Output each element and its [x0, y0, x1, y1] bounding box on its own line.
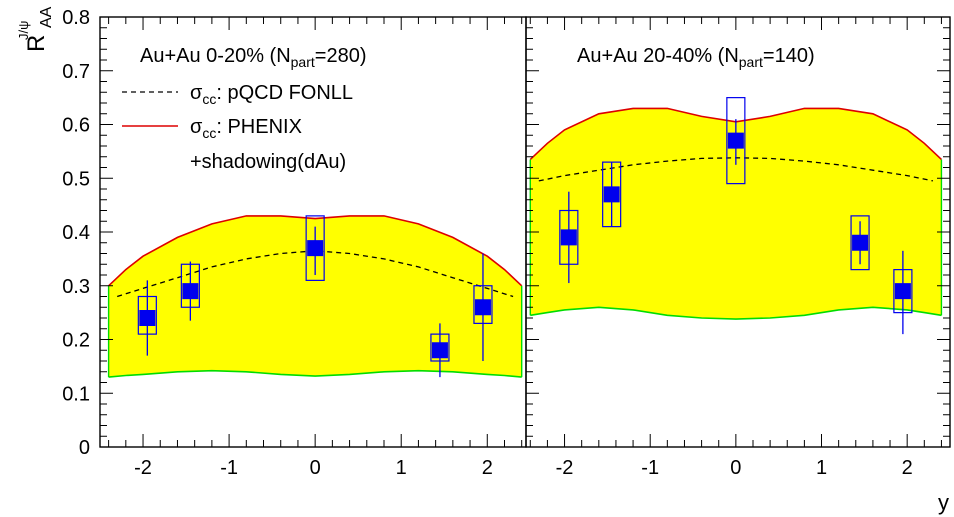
y-axis-label-main: R [23, 35, 50, 52]
right-panel-frame [525, 16, 951, 448]
axes-layer: -2 -1 0 1 2 0 0.1 0.2 0.3 0.4 0.5 0.6 0.7 0.8 -2 -1 0 1 2 [62, 7, 951, 479]
legend-fonll-label: σcc: pQCD FONLL [190, 82, 353, 107]
left-x-tick-label: 2 [482, 457, 493, 479]
right-title-subscript: part [739, 54, 763, 70]
y-axis-label: R AA [23, 6, 55, 52]
legend-shadowing-label: +shadowing(dAu) [190, 151, 346, 173]
left-x-tick-label: 0 [310, 457, 321, 479]
band-layer [107, 107, 943, 378]
y-tick-label: 0.4 [62, 222, 90, 244]
y-tick-label: 0.1 [62, 383, 90, 405]
y-tick-label: 0.3 [62, 276, 90, 298]
data-layer [137, 97, 913, 378]
left-x-tick-label: -1 [220, 457, 238, 479]
left-title-suffix: =280) [315, 45, 367, 67]
left-shadowing-band [108, 215, 522, 378]
right-x-tick-label: -1 [641, 457, 659, 479]
left-data-point-0 [139, 310, 156, 326]
x-axis-label: y [938, 490, 949, 515]
left-band-lower-curve [108, 369, 522, 378]
right-syst-box-2 [726, 97, 746, 185]
legend-fonll-text: : pQCD FONLL [216, 82, 353, 104]
left-x-tick-label: -2 [134, 457, 152, 479]
y-tick-label: 0.2 [62, 330, 90, 352]
right-x-tick-label: 2 [902, 457, 913, 479]
left-fonll-curve [117, 250, 514, 298]
y-axis-label-superscript: J/ψ [16, 21, 31, 40]
right-title-prefix: Au+Au 20-40% (N [577, 45, 739, 67]
right-title-suffix: =140) [763, 45, 815, 67]
right-data-point-3 [852, 234, 869, 251]
legend-phenix-label: σcc: PHENIX [190, 116, 302, 141]
right-x-tick-label: 1 [816, 457, 827, 479]
right-data-point-1 [603, 186, 620, 203]
y-tick-label: 0.6 [62, 115, 90, 137]
left-data-point-2 [307, 240, 324, 257]
left-data-point-4 [474, 299, 491, 316]
right-x-tick-label: -2 [556, 457, 574, 479]
right-shadowing-band [530, 108, 942, 320]
left-data-point-1 [182, 283, 199, 300]
left-x-tick-label: 1 [396, 457, 407, 479]
right-data-point-2 [727, 132, 744, 149]
right-x-tick-label: 0 [730, 457, 741, 479]
right-panel-title: Au+Au 20-40% (Npart=140) [577, 45, 815, 70]
left-syst-box-2 [305, 215, 325, 281]
left-title-prefix: Au+Au 0-20% (N [140, 45, 291, 67]
right-band-lower-curve [530, 306, 942, 320]
left-panel-title: Au+Au 0-20% (Npart=280) [140, 45, 366, 70]
right-data-point-4 [894, 283, 911, 300]
right-data-point-0 [560, 229, 577, 246]
y-axis-label-subscript: AA [38, 6, 55, 28]
y-tick-label: 0.7 [62, 61, 90, 83]
legend-fonll-sigma: σ [190, 82, 203, 104]
legend-fonll-subscript: cc [202, 91, 216, 107]
left-band-upper-curve [108, 215, 523, 287]
y-tick-label: 0.8 [62, 7, 90, 29]
legend-phenix-sigma: σ [190, 116, 203, 138]
right-syst-box-3 [850, 215, 870, 271]
left-title-subscript: part [291, 54, 315, 70]
y-tick-label: 0 [79, 437, 90, 459]
legend: σcc: pQCD FONLL σcc: PHENIX +shadowing(d… [122, 82, 353, 173]
y-tick-label: 0.5 [62, 168, 90, 190]
legend-phenix-text: : PHENIX [216, 116, 302, 138]
left-data-point-3 [431, 342, 448, 359]
legend-phenix-subscript: cc [202, 125, 216, 141]
